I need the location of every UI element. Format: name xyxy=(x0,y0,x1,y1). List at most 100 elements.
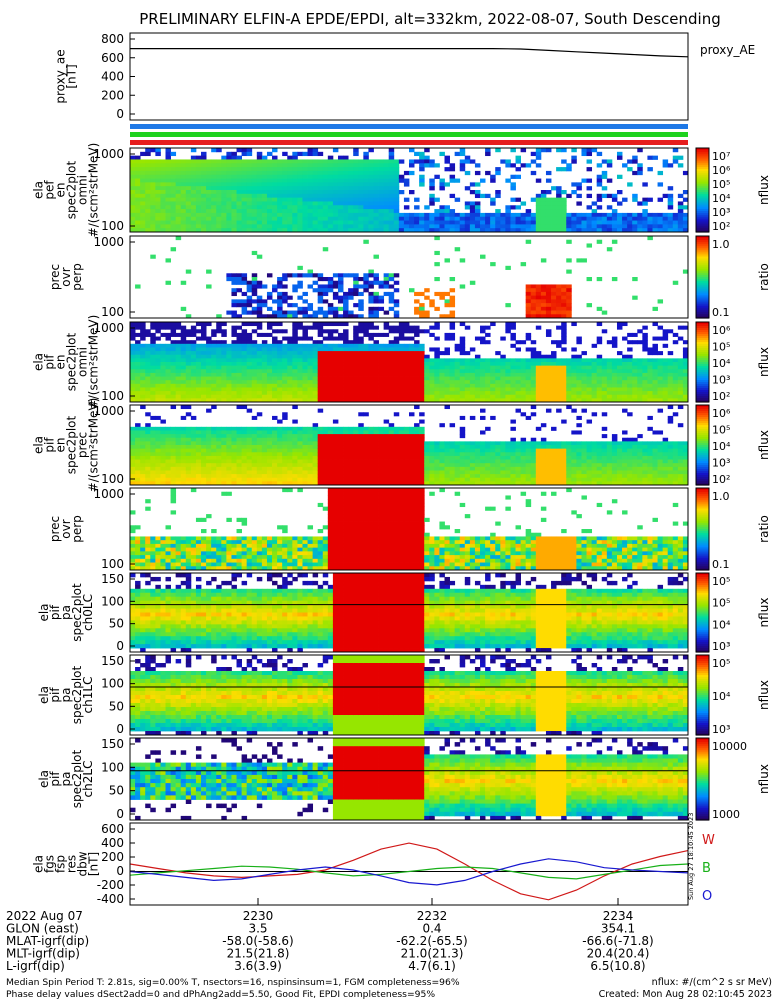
epdi-omni-cell xyxy=(211,383,217,388)
epde-omni-cell xyxy=(520,228,527,233)
epdi-omni-cell xyxy=(652,362,658,367)
epde-omni-cell xyxy=(201,174,207,179)
epdi-prec-cell xyxy=(190,437,197,442)
epdi-omni-cell xyxy=(424,383,430,388)
epde-omni-cell xyxy=(297,220,303,225)
epdi-omni-cell xyxy=(474,391,481,396)
epdi-prec-cell xyxy=(327,445,334,450)
epde-omni-cell xyxy=(616,201,623,206)
epdi-omni-cell xyxy=(505,398,511,403)
epde-omni-cell xyxy=(535,205,542,210)
epde-omni-cell xyxy=(637,167,643,172)
epdi-omni-cell xyxy=(556,358,562,363)
epde-omni-cell xyxy=(500,212,506,218)
epde-ratio-cell xyxy=(525,291,532,297)
epde-omni-cell xyxy=(398,228,405,233)
epdi-prec-cell xyxy=(261,445,268,450)
epdi-omni-cell xyxy=(485,394,491,399)
epde-omni-cell xyxy=(272,170,278,176)
epdi-omni-cell xyxy=(616,383,623,388)
epde-omni-cell xyxy=(170,167,177,172)
epde-omni-cell xyxy=(485,228,491,233)
epde-omni-cell xyxy=(307,159,314,164)
status-bar-blue xyxy=(130,124,688,129)
epdi-prec-cell xyxy=(135,430,141,435)
epde-omni-cell xyxy=(236,148,242,153)
epdi-omni-cell xyxy=(337,398,344,403)
epde-omni-colorbar-tick-0: 10⁷ xyxy=(712,150,730,163)
epdi-omni-cell xyxy=(459,358,466,363)
epdi-prec-cell xyxy=(190,459,197,464)
epdi-omni-cell xyxy=(459,362,466,367)
epdi-prec-cell xyxy=(282,463,288,468)
epde-omni-cell xyxy=(449,163,456,168)
epde-ratio-cell xyxy=(535,295,542,300)
epde-omni-cell xyxy=(474,212,481,218)
epde-omni-cell xyxy=(505,163,511,168)
epdi-prec-cell xyxy=(277,474,283,479)
epdi-prec-cell xyxy=(201,470,207,475)
epdi-omni-cell xyxy=(175,380,182,385)
epdi-omni-cell xyxy=(627,380,633,385)
epdi-prec-cell xyxy=(302,477,308,482)
epdi-omni-cell xyxy=(449,369,456,374)
epde-omni-cell xyxy=(383,163,390,168)
epde-ratio-cell xyxy=(358,299,364,304)
epdi-omni-cell xyxy=(540,394,547,399)
epdi-omni-cell xyxy=(414,358,420,363)
epde-omni-colorbar-unit: nflux xyxy=(757,175,771,205)
epde-omni-cell xyxy=(622,212,628,218)
epdi-omni-cell xyxy=(150,336,156,341)
epde-ratio-cell xyxy=(287,310,293,315)
epde-omni-cell xyxy=(277,197,283,202)
epdi-omni-cell xyxy=(343,391,349,396)
epde-ratio-cell xyxy=(388,306,395,311)
epde-omni-cell xyxy=(662,220,669,225)
epdi-omni-cell xyxy=(561,372,567,377)
epde-ratio-cell xyxy=(312,314,319,319)
epdi-omni-cell xyxy=(611,358,618,363)
epde-omni-cell xyxy=(221,216,227,221)
epdi-omni-cell xyxy=(327,383,334,388)
epdi-omni-cell xyxy=(135,391,141,396)
epde-ratio-cell xyxy=(358,284,364,289)
epde-omni-cell xyxy=(480,178,486,183)
epde-omni-cell xyxy=(272,197,278,202)
epde-omni-cell xyxy=(571,190,577,195)
epde-ratio-cell xyxy=(561,306,567,311)
epde-omni-cell xyxy=(307,197,314,202)
epde-omni-cell xyxy=(282,182,288,187)
epdi-prec-cell xyxy=(195,466,202,471)
epde-omni-cell xyxy=(353,170,359,176)
epde-omni-cell xyxy=(272,205,278,210)
epdi-omni-cell xyxy=(490,383,496,388)
epde-omni-cell xyxy=(241,182,248,187)
epde-ratio-colorbar-swatch xyxy=(696,291,709,294)
epde-ratio-cell xyxy=(282,284,288,289)
epde-omni-cell xyxy=(216,170,222,176)
epdi-prec-cell xyxy=(358,481,364,486)
epdi-omni-cell xyxy=(251,383,258,388)
epde-ratio-cell xyxy=(277,284,283,289)
epdi-omni-cell xyxy=(256,372,263,377)
epdi-prec-cell xyxy=(155,466,161,471)
epdi-prec-cell xyxy=(261,452,268,457)
epde-omni-cell xyxy=(211,193,217,199)
epdi-omni-cell xyxy=(256,394,263,399)
epdi-omni-colorbar-swatch xyxy=(696,380,709,383)
epdi-omni-cell xyxy=(140,358,146,363)
epdi-omni-cell xyxy=(211,394,217,399)
epdi-omni-cell xyxy=(282,351,288,356)
epdi-prec-cell xyxy=(201,430,207,435)
epdi-omni-cell xyxy=(343,380,349,385)
epdi-omni-cell xyxy=(145,343,151,348)
epde-omni-cell xyxy=(201,190,207,195)
epde-omni-cell xyxy=(160,201,166,206)
epdi-omni-cell xyxy=(363,391,369,396)
epde-omni-cell xyxy=(155,224,161,229)
epdi-omni-cell xyxy=(251,347,258,352)
epdi-omni-cell xyxy=(327,347,334,352)
epdi-omni-cell xyxy=(627,332,633,337)
epdi-omni-cell xyxy=(256,383,263,388)
epde-omni-cell xyxy=(535,201,542,206)
